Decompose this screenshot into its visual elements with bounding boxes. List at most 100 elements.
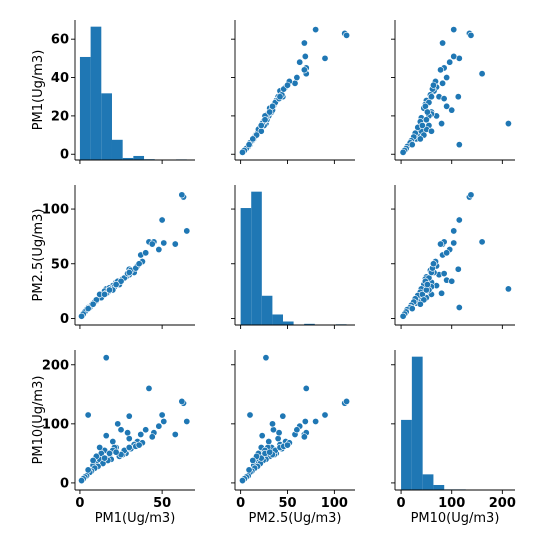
scatter-point <box>125 268 133 276</box>
panel-0-1 <box>231 20 355 164</box>
scatter-point <box>478 70 486 78</box>
histogram-bar <box>261 295 273 325</box>
scatter-point <box>183 227 191 235</box>
histogram-bar <box>251 191 262 325</box>
y-tick-label: 0 <box>60 476 69 491</box>
scatter-point <box>416 300 424 308</box>
scatter-point <box>265 438 273 446</box>
scatter-point <box>178 191 186 199</box>
scatter-point <box>446 58 454 66</box>
scatter-point <box>148 240 156 248</box>
histogram-bar <box>304 323 315 325</box>
histogram-bar <box>79 56 91 160</box>
x-tick-label: 200 <box>489 496 516 511</box>
scatter-point <box>124 429 132 437</box>
scatter-point <box>293 426 301 434</box>
scatter-point <box>158 216 166 224</box>
scatter-point <box>125 412 133 420</box>
scatter-point <box>249 135 257 143</box>
scatter-point <box>427 127 435 135</box>
scatter-point <box>300 433 308 441</box>
panel-0-0: 0 20 40 60 <box>51 20 195 164</box>
x-tick-label: 50 <box>153 496 171 511</box>
scatter-point <box>321 411 329 419</box>
scatter-point <box>455 216 463 224</box>
y-tick-label: 0 <box>60 312 69 327</box>
scatter-point <box>257 121 265 129</box>
panel-1-2 <box>391 185 515 329</box>
scatter-point <box>160 239 168 247</box>
scatter-point <box>450 239 458 247</box>
scatter-point <box>429 81 437 89</box>
y-axis-label: PM2.5(Ug/m3) <box>31 209 46 302</box>
scatter-point <box>454 265 462 273</box>
y-axis-label: PM10(Ug/m3) <box>31 376 46 465</box>
scatter-point <box>261 116 269 124</box>
scatter-point <box>343 397 351 405</box>
scatter-point <box>343 31 351 39</box>
histogram-bar <box>272 314 283 325</box>
scatter-point <box>135 260 143 268</box>
panel-1-0: 0 50 100 <box>42 185 195 329</box>
scatter-point <box>148 433 156 441</box>
scatter-point <box>125 443 133 451</box>
scatter-point <box>266 448 274 456</box>
y-tick-label: 200 <box>42 358 69 373</box>
scatter-point <box>283 441 291 449</box>
scatter-point <box>455 141 463 149</box>
scatter-point <box>276 93 284 101</box>
scatter-point <box>84 305 92 313</box>
scatter-point <box>450 227 458 235</box>
scatter-point <box>109 438 117 446</box>
histogram-bar <box>411 356 423 490</box>
scatter-point <box>142 426 150 434</box>
scatter-point <box>438 289 446 297</box>
scatter-point <box>312 26 320 34</box>
scatter-point <box>112 448 120 456</box>
scatter-point <box>112 281 120 289</box>
scatter-point <box>239 148 247 156</box>
scatter-point <box>440 270 448 278</box>
scatter-point <box>155 246 163 254</box>
scatter-point <box>408 305 416 313</box>
histogram-bar <box>240 208 252 325</box>
scatter-point <box>467 31 475 39</box>
y-tick-label: 0 <box>60 148 69 163</box>
scatter-point <box>296 58 304 66</box>
scatter-point <box>293 74 301 82</box>
scatter-point <box>438 120 446 128</box>
y-tick-label: 100 <box>42 203 69 218</box>
scatter-point <box>245 141 253 149</box>
y-tick-label: 50 <box>51 257 69 272</box>
scatter-point <box>84 411 92 419</box>
scatter-point <box>427 93 435 101</box>
scatter-point <box>448 106 456 114</box>
scatter-point <box>321 54 329 62</box>
histogram-bar <box>111 139 123 160</box>
x-tick-label: 0 <box>75 496 84 511</box>
panel-1-1 <box>231 185 355 329</box>
scatter-point <box>84 466 92 474</box>
histogram-bar <box>433 484 445 490</box>
scatter-point <box>245 466 253 474</box>
scatter-point <box>437 240 445 248</box>
scatter-point <box>418 121 426 129</box>
scatter-point <box>178 397 186 405</box>
y-tick-label: 60 <box>51 33 69 48</box>
scatter-point <box>279 412 287 420</box>
scatter-point <box>135 441 143 449</box>
scatter-point <box>266 108 274 116</box>
scatter-point <box>312 417 320 425</box>
scatter-point <box>78 477 86 485</box>
scatter-point <box>429 260 437 268</box>
scatter-point <box>448 277 456 285</box>
scatter-point <box>262 354 270 362</box>
scatter-point <box>101 290 109 298</box>
scatter-point <box>455 303 463 311</box>
scatter-point <box>249 456 257 464</box>
scatter-point <box>439 79 447 87</box>
x-tick-label: 100 <box>321 496 348 511</box>
scatter-point <box>142 249 150 257</box>
y-tick-label: 20 <box>51 109 69 124</box>
scatter-point <box>125 435 133 443</box>
